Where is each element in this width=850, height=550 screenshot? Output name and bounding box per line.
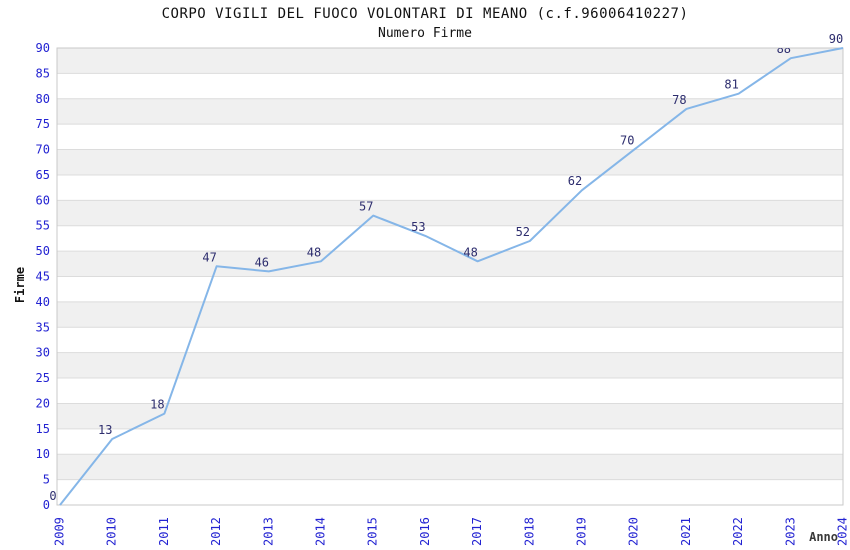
data-label: 18 bbox=[150, 398, 164, 412]
data-label: 88 bbox=[777, 42, 791, 56]
data-label: 48 bbox=[307, 245, 321, 259]
background-band bbox=[57, 251, 843, 277]
x-tick-label: 2012 bbox=[209, 517, 223, 546]
line-series bbox=[59, 47, 844, 506]
x-tick-label: 2019 bbox=[575, 517, 589, 546]
chart-title: CORPO VIGILI DEL FUOCO VOLONTARI DI MEAN… bbox=[162, 6, 689, 22]
data-label: 13 bbox=[98, 423, 112, 437]
x-tick-label: 2015 bbox=[366, 517, 380, 546]
data-label: 90 bbox=[829, 32, 843, 46]
y-tick-label: 65 bbox=[36, 168, 50, 182]
data-label: 52 bbox=[516, 225, 530, 239]
y-tick-label: 5 bbox=[43, 473, 50, 487]
y-axis-title: Firme bbox=[13, 267, 27, 303]
x-tick-label: 2022 bbox=[731, 517, 745, 546]
x-axis-title: Anno bbox=[809, 530, 838, 544]
x-tick-label: 2018 bbox=[522, 517, 536, 546]
background-band bbox=[57, 301, 843, 328]
x-tick-label: 2013 bbox=[261, 517, 275, 546]
background-band bbox=[57, 149, 843, 175]
background-band bbox=[57, 48, 843, 74]
data-label: 57 bbox=[359, 200, 373, 214]
y-tick-label: 40 bbox=[36, 295, 50, 309]
chart-subtitle: Numero Firme bbox=[378, 26, 472, 41]
y-tick-label: 50 bbox=[36, 244, 50, 258]
x-tick-label: 2017 bbox=[470, 517, 484, 546]
data-label: 46 bbox=[255, 255, 269, 269]
y-tick-label: 0 bbox=[43, 498, 50, 512]
y-tick-label: 85 bbox=[36, 66, 50, 80]
x-tick-label: 2021 bbox=[679, 517, 693, 546]
data-label: 53 bbox=[411, 220, 425, 234]
x-tick-label: 2020 bbox=[627, 517, 641, 546]
y-tick-label: 25 bbox=[36, 371, 50, 385]
y-tick-label: 90 bbox=[36, 41, 50, 55]
y-tick-label: 80 bbox=[36, 92, 50, 106]
data-label: 78 bbox=[672, 93, 686, 107]
y-tick-label: 10 bbox=[36, 447, 50, 461]
data-label: 47 bbox=[202, 250, 216, 264]
y-tick-label: 55 bbox=[36, 219, 50, 233]
background-band bbox=[57, 454, 843, 480]
y-tick-label: 20 bbox=[36, 396, 50, 410]
background-band bbox=[57, 352, 843, 379]
x-tick-label: 2014 bbox=[314, 517, 328, 546]
x-tick-label: 2011 bbox=[157, 517, 171, 546]
y-tick-label: 30 bbox=[36, 346, 50, 360]
y-tick-label: 15 bbox=[36, 422, 50, 436]
y-tick-label: 45 bbox=[36, 270, 50, 284]
background-band bbox=[57, 403, 843, 429]
data-label: 0 bbox=[49, 489, 56, 503]
plot-layer: 0 5 10 15 20 25 30 35 40 45 50 55 60 65 70 75 80 85 90 2009… bbox=[36, 32, 850, 546]
background-band bbox=[57, 200, 843, 226]
y-tick-label: 75 bbox=[36, 117, 50, 131]
data-label: 48 bbox=[463, 245, 477, 259]
plot-area bbox=[56, 47, 844, 506]
y-tick-label: 60 bbox=[36, 193, 50, 207]
data-label: 62 bbox=[568, 174, 582, 188]
x-tick-label: 2024 bbox=[836, 517, 850, 546]
data-label: 70 bbox=[620, 134, 634, 148]
y-tick-label: 35 bbox=[36, 320, 50, 334]
x-tick-label: 2016 bbox=[418, 517, 432, 546]
x-tick-label: 2009 bbox=[53, 517, 67, 546]
x-tick-label: 2010 bbox=[105, 517, 119, 546]
data-label: 81 bbox=[724, 78, 738, 92]
y-tick-label: 70 bbox=[36, 143, 50, 157]
background-band bbox=[57, 98, 843, 125]
x-tick-label: 2023 bbox=[783, 517, 797, 546]
